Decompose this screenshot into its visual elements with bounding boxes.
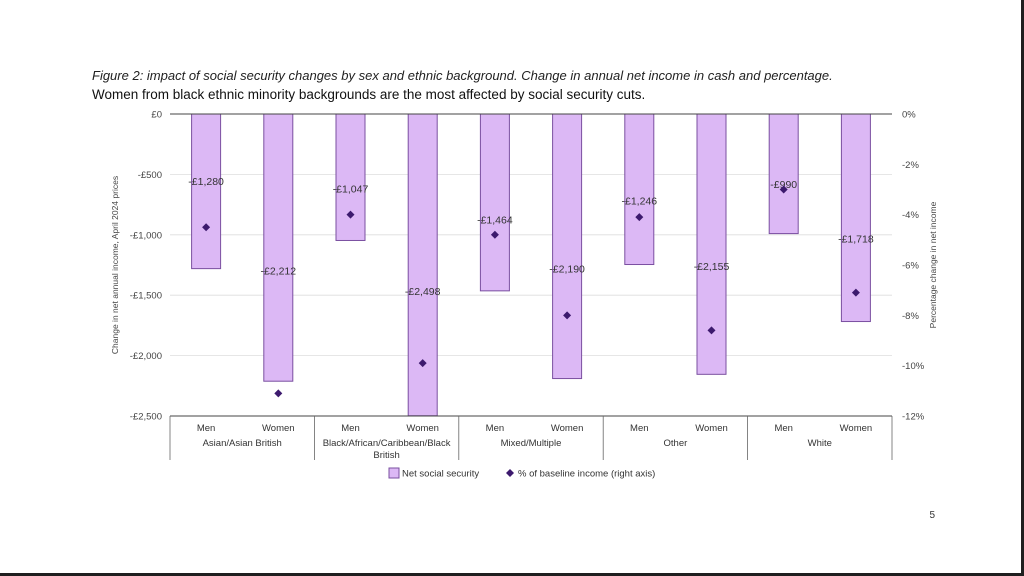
y-tick-label: -£1,500 — [130, 291, 162, 302]
bar-net-social-security — [624, 113, 655, 266]
slide-edge-bottom — [0, 573, 1024, 576]
y2-tick-label: -6% — [902, 261, 919, 272]
bar-net-social-security — [768, 113, 799, 235]
y-tick-label: -£2,000 — [130, 351, 162, 362]
x-tick-label: Women — [695, 423, 728, 434]
x-tick-label: Men — [774, 423, 792, 434]
marker-pct-baseline-income — [563, 311, 572, 320]
y-tick-label: -£1,000 — [130, 230, 162, 241]
y-tick-label: £0 — [151, 110, 162, 121]
marker-pct-baseline-income — [202, 223, 211, 232]
marker-pct-baseline-income — [779, 185, 788, 194]
bar-data-label: -£1,280 — [188, 176, 224, 188]
y2-tick-label: -2% — [902, 160, 919, 171]
marker-pct-baseline-income — [346, 210, 355, 219]
legend-label-pct-baseline: % of baseline income (right axis) — [518, 469, 655, 480]
marker-pct-baseline-income — [418, 359, 427, 368]
page-number: 5 — [929, 510, 935, 521]
bar-data-label: -£1,464 — [477, 215, 513, 227]
bar-net-social-security — [335, 113, 366, 241]
legend-swatch-net-social-security — [388, 467, 400, 479]
x-tick-label: Women — [406, 423, 439, 434]
y2-tick-label: -10% — [902, 361, 925, 372]
group-label: Mixed/Multiple — [501, 438, 562, 449]
x-tick-label: Women — [551, 423, 584, 434]
bar-data-label: -£1,718 — [838, 234, 874, 246]
marker-pct-baseline-income — [707, 326, 716, 335]
y-axis-label: Change in net annual income, April 2024 … — [110, 176, 120, 354]
group-label: Other — [664, 438, 688, 449]
group-label: Asian/Asian British — [203, 438, 282, 449]
y-tick-label: -£2,500 — [130, 412, 162, 423]
y-tick-label: -£500 — [138, 170, 162, 181]
bar-data-label: -£2,212 — [260, 265, 296, 277]
y2-tick-label: -4% — [902, 210, 919, 221]
slide-edge-right — [1021, 0, 1024, 576]
marker-pct-baseline-income — [851, 288, 860, 297]
bar-data-label: -£1,246 — [621, 195, 657, 207]
figure-title: Figure 2: impact of social security chan… — [92, 68, 833, 83]
bar-net-social-security — [263, 113, 294, 382]
legend-swatch-pct-baseline — [506, 469, 514, 477]
bar-net-social-security — [479, 113, 510, 292]
marker-pct-baseline-income — [274, 389, 283, 398]
x-tick-label: Men — [341, 423, 359, 434]
x-tick-label: Men — [630, 423, 648, 434]
bar-data-label: -£990 — [770, 179, 797, 191]
legend-label-net-social-security: Net social security — [402, 469, 479, 480]
y2-tick-label: -8% — [902, 311, 919, 322]
bar-net-social-security — [191, 113, 222, 270]
bar-data-label: -£1,047 — [333, 183, 369, 195]
marker-pct-baseline-income — [490, 230, 499, 239]
x-tick-label: Men — [486, 423, 504, 434]
bar-net-social-security — [552, 113, 583, 380]
bar-net-social-security — [696, 113, 727, 375]
x-tick-label: Women — [840, 423, 873, 434]
group-label: White — [808, 438, 832, 449]
bar-data-label: -£2,190 — [549, 264, 585, 276]
y2-axis-label: Percentage change in net income — [928, 201, 938, 328]
figure-subtitle: Women from black ethnic minority backgro… — [92, 87, 646, 102]
marker-pct-baseline-income — [635, 213, 644, 222]
group-label: Black/African/Caribbean/Black British — [323, 438, 451, 461]
bar-net-social-security — [407, 113, 438, 417]
x-tick-label: Women — [262, 423, 295, 434]
bar-net-social-security — [840, 113, 871, 323]
x-tick-label: Men — [197, 423, 215, 434]
y2-tick-label: 0% — [902, 110, 916, 121]
y2-tick-label: -12% — [902, 412, 925, 423]
bar-data-label: -£2,498 — [405, 286, 441, 298]
bar-data-label: -£2,155 — [694, 261, 730, 273]
